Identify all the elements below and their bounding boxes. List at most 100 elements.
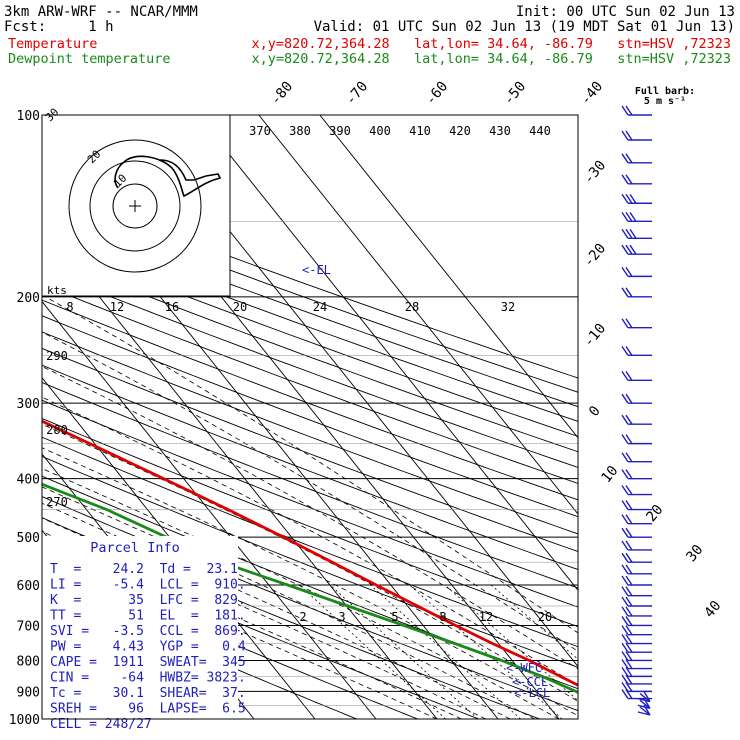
wind-barb	[621, 616, 652, 627]
wind-barb	[621, 370, 652, 382]
wind-barb	[621, 500, 652, 511]
wind-barb	[621, 266, 652, 278]
parcel-info-row: Tc = 30.1 SHEAR= 37.	[50, 686, 246, 701]
parcel-info-row: SREH = 96 LAPSE= 6.5	[50, 702, 246, 717]
mixing-ratio-label: 8	[439, 610, 446, 624]
plot-frame	[41, 114, 579, 720]
moist-adiabat	[42, 468, 560, 719]
parcel-info-row: LI = -5.4 LCL = 910.	[50, 578, 246, 593]
wind-barb	[621, 244, 652, 255]
temperature-profile	[42, 419, 578, 687]
mixing-ratio-label: 12	[479, 610, 493, 624]
storm-speed-label: 24	[313, 300, 327, 314]
wind-barb	[621, 540, 652, 551]
wind-barb	[621, 681, 652, 693]
theta-e-label: 400	[369, 124, 391, 138]
isotherm-line	[42, 224, 438, 719]
theta-e-label: 430	[489, 124, 511, 138]
isotherm-label: 0	[586, 403, 604, 420]
moist-adiabat	[42, 365, 578, 670]
isotherm-label: 10	[598, 463, 621, 486]
pressure-label: 300	[17, 397, 40, 412]
isotherm-label: 40	[701, 598, 724, 621]
parcel-info-title: Parcel Info	[90, 540, 179, 556]
wind-barb	[621, 514, 652, 525]
wind-barb	[621, 211, 652, 223]
wind-barb	[621, 153, 652, 164]
parcel-info-box: Parcel Info T = 24.2 Td = 23.1LI = -5.4 …	[42, 536, 246, 732]
wind-barb	[621, 393, 652, 404]
pressure-label: 400	[17, 473, 40, 488]
isotherm-label: -70	[343, 79, 372, 109]
pressure-label: 700	[17, 619, 40, 634]
theta-e-label: 420	[449, 124, 471, 138]
wind-barb	[621, 586, 652, 597]
wind-barb	[621, 651, 652, 662]
wind-barb	[621, 345, 652, 357]
isotherm-line	[258, 115, 578, 515]
storm-direction-label: 280	[46, 423, 68, 437]
wind-barb	[621, 552, 652, 563]
mixing-ratio-line	[409, 584, 563, 719]
wind-barb	[621, 625, 652, 636]
hodograph-ring	[68, 139, 202, 273]
moist-adiabat	[42, 294, 578, 634]
parcel-info-row: TT = 51 EL = 181.	[50, 609, 246, 624]
parcel-info-row: CAPE = 1911 SWEAT= 345	[50, 655, 246, 670]
hodograph-unit-label: kts	[47, 284, 67, 297]
isotherm-label: -50	[501, 79, 530, 109]
temperature-legend-location: x,y=820.72,364.28 lat,lon= 34.64, -86.79…	[251, 36, 731, 52]
lcl-marker: <-LCL	[514, 686, 550, 700]
theta-e-label: 370	[249, 124, 271, 138]
wind-barb	[621, 666, 652, 678]
isotherm-label: 20	[643, 502, 666, 525]
hodograph-ring	[89, 160, 181, 252]
isotherm-line	[42, 300, 377, 719]
isotherm-label: -30	[581, 158, 610, 188]
theta-e-label: 440	[529, 124, 551, 138]
model-title: 3km ARW-WRF -- NCAR/MMM	[4, 4, 198, 20]
moist-adiabat	[42, 531, 462, 719]
wfc-marker: <-WFC	[506, 661, 542, 675]
barb-legend-title: Full barb:	[635, 86, 695, 97]
isotherm-line	[0, 115, 10, 719]
isotherm-label: -10	[581, 321, 610, 351]
el-marker: <-EL	[302, 263, 331, 277]
wind-barb	[621, 485, 652, 496]
storm-direction-label: 270	[46, 495, 68, 509]
wind-barb	[621, 193, 652, 204]
pressure-label: 500	[17, 531, 40, 546]
barb-legend-unit: 5 m s⁻¹	[644, 96, 686, 107]
theta-e-label: 410	[409, 124, 431, 138]
parcel-info-row: K = 35 LFC = 829.	[50, 593, 246, 608]
wind-barbs	[621, 105, 652, 716]
wind-barb	[621, 414, 652, 425]
mixing-ratio-label: 20	[538, 610, 552, 624]
wind-barb	[621, 287, 652, 298]
wind-barb	[621, 596, 652, 607]
wind-barb	[621, 634, 652, 645]
wind-barb	[621, 174, 652, 185]
isotherm-label: -20	[581, 241, 610, 271]
valid-time: Valid: 01 UTC Sun 02 Jun 13 (19 MDT Sat …	[314, 19, 735, 35]
wind-barb	[621, 606, 652, 617]
storm-speed-label: 8	[66, 300, 73, 314]
wind-barb	[621, 659, 652, 670]
wind-barb	[621, 575, 652, 586]
pressure-label: 900	[17, 685, 40, 700]
wind-barb	[621, 674, 652, 685]
hodograph-trace	[114, 155, 222, 198]
pressure-label: 800	[17, 654, 40, 669]
isotherm-line	[197, 115, 578, 591]
wind-barb	[621, 434, 652, 445]
wind-barb	[621, 452, 652, 463]
parcel-info-row: SVI = -3.5 CCL = 869.	[50, 624, 246, 639]
wind-barb	[621, 228, 652, 239]
temperature-legend-label: Temperature	[8, 36, 97, 52]
storm-speed-label: 32	[501, 300, 515, 314]
isotherm-line	[319, 115, 578, 439]
storm-speed-label: 16	[165, 300, 179, 314]
moist-adiabat	[42, 486, 535, 719]
wind-barb	[621, 105, 652, 116]
